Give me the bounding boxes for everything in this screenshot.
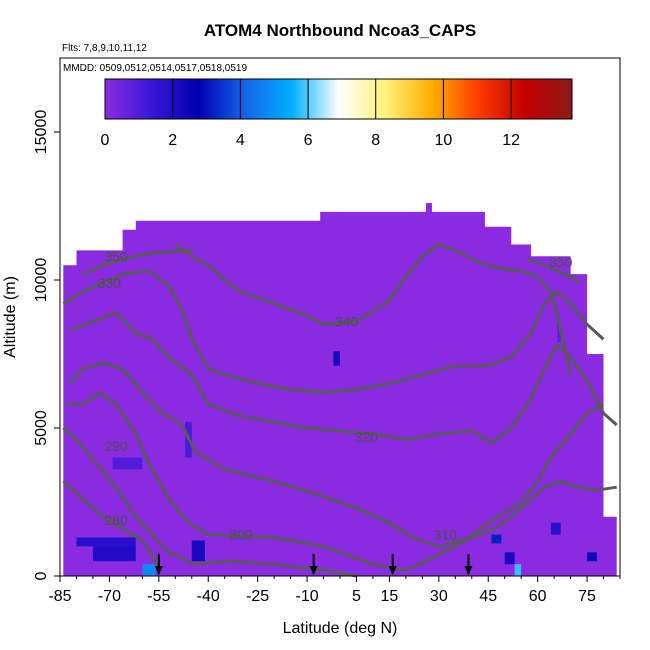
contour-290 [62, 426, 357, 578]
flight-arrow-head [388, 566, 397, 575]
plot-frame [59, 57, 621, 577]
x-axis-label: Latitude (deg N) [283, 620, 398, 637]
colorbar-tick-label: 4 [236, 132, 245, 149]
data-patch [112, 457, 143, 470]
colorbar-tick-label: 6 [304, 132, 313, 149]
contour-350 [82, 248, 192, 276]
plot-area: 280 290 300 310 320 330 340 350 350 [62, 203, 618, 578]
data-patch [92, 546, 136, 562]
data-field [63, 211, 617, 576]
x-tick-label: -10 [295, 588, 318, 605]
x-tick-label: -70 [98, 588, 121, 605]
contour-300 [66, 391, 605, 572]
flight-arrow-head [154, 566, 163, 575]
contour-label: 290 [104, 438, 128, 454]
contour-310 [68, 361, 617, 548]
flights-note: Flts: 7,8,9,10,11,12 [62, 43, 147, 54]
contour-label: 340 [335, 313, 359, 329]
data-patch [587, 552, 597, 562]
contour-340 [174, 243, 573, 376]
x-tick-label: 30 [430, 588, 448, 605]
contour-label: 320 [355, 429, 379, 445]
colorbar-tick-label: 8 [371, 132, 380, 149]
x-tick-label: 5 [352, 588, 361, 605]
y-tick-label: 15000 [33, 110, 50, 155]
data-patch [76, 537, 136, 547]
y-tick-label: 10000 [33, 258, 50, 303]
colorbar-ramp [104, 78, 573, 120]
colorbar-tick-label: 0 [101, 132, 110, 149]
flight-arrow-head [309, 566, 318, 575]
contour-350 [527, 257, 582, 285]
x-tick-label: -85 [48, 588, 71, 605]
colorbar-tick-label: 12 [502, 132, 520, 149]
x-tick-label: 60 [529, 588, 547, 605]
data-patch [514, 564, 522, 576]
data-patch [504, 552, 515, 565]
x-tick-label: 75 [578, 588, 596, 605]
contour-280 [62, 480, 161, 568]
data-spike [425, 203, 432, 221]
x-tick-label: 15 [381, 588, 399, 605]
data-patch [550, 522, 561, 535]
contour-label: 350 [549, 254, 573, 270]
y-tick-label: 0 [33, 571, 50, 580]
colorbar-tick-label: 2 [168, 132, 177, 149]
dates-note: MMDD: 0509,0512,0514,0517,0518,0519 [63, 63, 247, 74]
x-tick-label: -40 [197, 588, 220, 605]
y-axis-label: Altitude (m) [2, 276, 19, 358]
contour-320 [69, 311, 618, 445]
contour-label: 280 [104, 512, 128, 528]
contour-label: 310 [434, 527, 458, 543]
axes: -85 -70 -55 -40 -25 -10 5 15 30 45 60 7505000100001… [33, 110, 621, 605]
flight-arrow-head [464, 566, 473, 575]
colorbar-tick-label: 10 [435, 132, 453, 149]
data-patch [191, 540, 205, 562]
contour-330 [62, 269, 605, 394]
x-tick-label: -25 [246, 588, 269, 605]
x-tick-label: 45 [479, 588, 497, 605]
data-patch [491, 534, 502, 544]
contour-label: 300 [229, 527, 253, 543]
contour-label: 330 [98, 275, 122, 291]
data-patch [557, 324, 561, 343]
colorbar: 0 2 4 6 8 10 12 [101, 78, 573, 149]
x-tick-label: -55 [147, 588, 170, 605]
y-tick-label: 5000 [33, 410, 50, 446]
data-patch [333, 351, 340, 366]
data-patch [142, 564, 156, 576]
chart-title: ATOM4 Northbound Ncoa3_CAPS [204, 21, 476, 40]
contour-label: 350 [104, 248, 128, 264]
